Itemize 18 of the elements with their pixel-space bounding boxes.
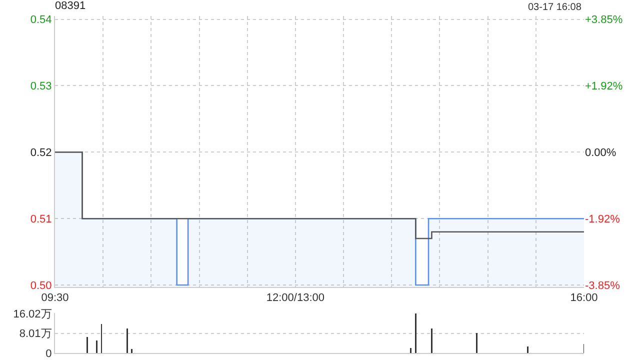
chart-title: 08391 <box>55 0 86 12</box>
text: 03-17 16:08 <box>528 2 582 13</box>
y-tick-label: 0.50 <box>30 280 52 292</box>
y-tick-label: 0.52 <box>30 147 52 160</box>
y-tick-label: 8.01万 <box>19 328 52 340</box>
y2-tick-label: -3.85% <box>585 280 620 292</box>
y-tick-label: 16.02万 <box>13 308 52 321</box>
y-tick-label: 0.54 <box>30 14 52 26</box>
x-tick-label: 12:00/13:00 <box>266 292 325 304</box>
x-tick-label: 16:00 <box>570 292 598 304</box>
y2-tick-label: -1.92% <box>585 213 620 226</box>
y2-tick-label: +3.85% <box>585 14 623 26</box>
y-tick-label: 0.51 <box>30 213 52 226</box>
y-tick-label: 0.53 <box>30 80 52 93</box>
y2-tick-label: 0.00% <box>585 147 616 160</box>
x-tick-label: 09:30 <box>41 292 69 304</box>
y2-tick-label: +1.92% <box>585 80 623 93</box>
y-tick-label: 0 <box>46 348 52 360</box>
